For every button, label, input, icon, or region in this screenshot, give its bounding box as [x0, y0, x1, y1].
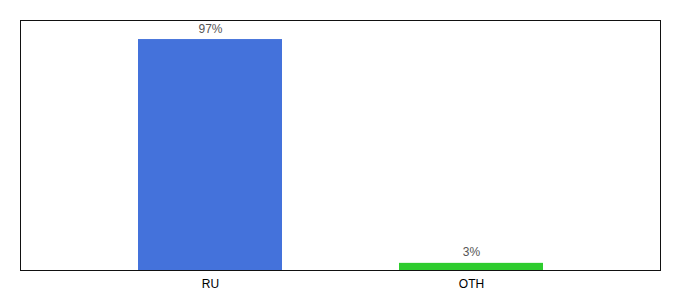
- svg-text:3%: 3%: [463, 245, 481, 259]
- svg-text:OTH: OTH: [459, 277, 484, 291]
- svg-text:97%: 97%: [198, 22, 222, 36]
- svg-text:RU: RU: [202, 277, 219, 291]
